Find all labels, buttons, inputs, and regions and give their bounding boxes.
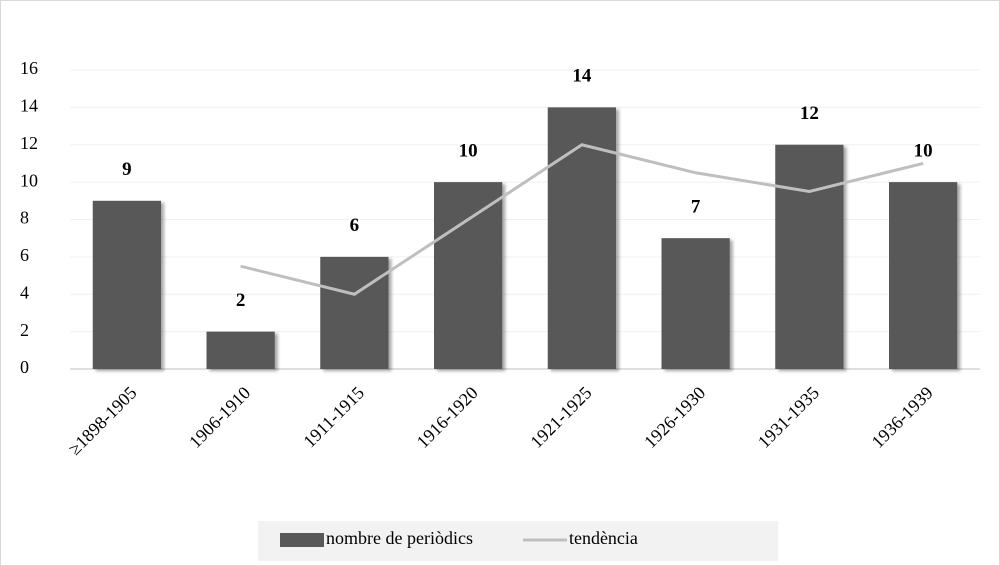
bar bbox=[206, 331, 275, 369]
bar bbox=[889, 182, 958, 369]
y-tick-label: 14 bbox=[20, 96, 38, 116]
bar bbox=[775, 144, 844, 369]
y-tick-label: 4 bbox=[20, 282, 29, 302]
bar bbox=[434, 182, 503, 369]
y-tick-label: 16 bbox=[20, 58, 38, 78]
legend: nombre de periòdics tendència bbox=[258, 521, 778, 561]
y-tick-label: 12 bbox=[20, 133, 38, 153]
data-label: 2 bbox=[236, 290, 246, 311]
bar bbox=[547, 107, 616, 369]
data-label: 14 bbox=[572, 66, 592, 87]
y-tick-label: 8 bbox=[20, 208, 29, 228]
data-label: 9 bbox=[122, 159, 132, 180]
y-tick-label: 0 bbox=[20, 357, 29, 377]
legend-label: tendència bbox=[569, 528, 638, 548]
bar bbox=[320, 256, 389, 369]
trend-line bbox=[240, 143, 924, 296]
bar bbox=[661, 238, 730, 369]
bar bbox=[92, 200, 161, 369]
data-label: 12 bbox=[800, 103, 819, 124]
y-tick-label: 6 bbox=[20, 245, 29, 265]
data-label: 6 bbox=[350, 215, 360, 236]
y-tick-label: 2 bbox=[20, 320, 29, 340]
legend-swatch bbox=[280, 533, 324, 547]
data-label: 7 bbox=[691, 197, 701, 218]
legend-box bbox=[258, 521, 778, 561]
data-label: 10 bbox=[459, 140, 478, 161]
data-label: 10 bbox=[914, 140, 933, 161]
legend-label: nombre de periòdics bbox=[326, 528, 473, 548]
y-tick-label: 10 bbox=[20, 170, 38, 190]
